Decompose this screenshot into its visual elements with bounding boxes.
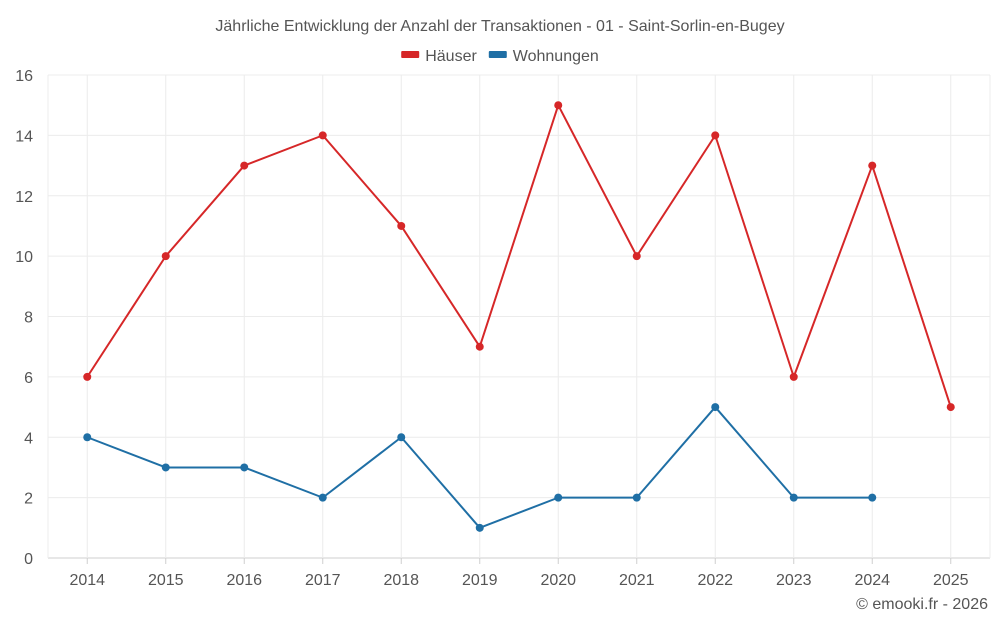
legend-swatch xyxy=(488,51,507,58)
data-point-wohnungen[interactable] xyxy=(240,463,249,472)
legend-label: Wohnungen xyxy=(513,48,599,65)
data-point-wohnungen[interactable] xyxy=(632,493,641,502)
y-tick-label: 0 xyxy=(24,551,33,568)
legend-item-wohnungen[interactable]: Wohnungen xyxy=(488,48,599,65)
x-tick-label: 2015 xyxy=(148,572,184,589)
data-point-haeuser[interactable] xyxy=(946,403,955,412)
data-point-wohnungen[interactable] xyxy=(83,433,92,442)
data-point-wohnungen[interactable] xyxy=(475,523,484,532)
x-tick-label: 2016 xyxy=(226,572,262,589)
legend-swatch xyxy=(401,51,420,58)
data-point-wohnungen[interactable] xyxy=(868,493,877,502)
data-point-haeuser[interactable] xyxy=(318,131,327,140)
data-point-haeuser[interactable] xyxy=(868,161,877,170)
x-tick-label: 2022 xyxy=(697,572,733,589)
x-tick-label: 2020 xyxy=(540,572,576,589)
x-tick-label: 2014 xyxy=(69,572,105,589)
data-point-haeuser[interactable] xyxy=(83,372,92,381)
y-tick-label: 2 xyxy=(24,491,33,508)
axis-layer: 0 2 4 6 8 10 12 14 16 2014 2015 2016 2017 2018 2019 202… xyxy=(15,68,968,589)
data-point-wohnungen[interactable] xyxy=(554,493,563,502)
legend: Häuser Wohnungen xyxy=(401,48,599,65)
x-tick-label: 2024 xyxy=(854,572,890,589)
data-point-haeuser[interactable] xyxy=(711,131,720,140)
y-tick-label: 6 xyxy=(24,370,33,387)
series-layer xyxy=(83,101,955,532)
y-tick-label: 4 xyxy=(24,430,33,447)
data-point-wohnungen[interactable] xyxy=(711,403,720,412)
data-point-wohnungen[interactable] xyxy=(318,493,327,502)
data-point-haeuser[interactable] xyxy=(397,221,406,230)
data-point-haeuser[interactable] xyxy=(554,101,563,110)
series-line-haeuser xyxy=(86,104,952,408)
data-point-haeuser[interactable] xyxy=(475,342,484,351)
credit-text: © emooki.fr - 2026 xyxy=(856,596,988,613)
y-tick-label: 14 xyxy=(15,128,33,145)
data-point-wohnungen[interactable] xyxy=(161,463,170,472)
data-point-wohnungen[interactable] xyxy=(397,433,406,442)
grid-layer xyxy=(47,74,991,559)
data-point-haeuser[interactable] xyxy=(632,252,641,261)
x-tick-label: 2023 xyxy=(776,572,812,589)
legend-label: Häuser xyxy=(425,48,477,65)
x-tick-label: 2019 xyxy=(462,572,498,589)
y-tick-label: 16 xyxy=(15,68,33,85)
data-point-wohnungen[interactable] xyxy=(789,493,798,502)
data-point-haeuser[interactable] xyxy=(789,372,798,381)
chart-title: Jährliche Entwicklung der Anzahl der Tra… xyxy=(215,18,784,35)
y-tick-label: 10 xyxy=(15,249,33,266)
x-tick-label: 2021 xyxy=(619,572,655,589)
x-tick-label: 2017 xyxy=(305,572,341,589)
legend-item-haeuser[interactable]: Häuser xyxy=(401,48,477,65)
x-tick-label: 2025 xyxy=(933,572,969,589)
x-tick-label: 2018 xyxy=(383,572,419,589)
y-tick-label: 12 xyxy=(15,189,33,206)
y-tick-label: 8 xyxy=(24,310,33,327)
data-point-haeuser[interactable] xyxy=(240,161,249,170)
data-point-haeuser[interactable] xyxy=(161,252,170,261)
